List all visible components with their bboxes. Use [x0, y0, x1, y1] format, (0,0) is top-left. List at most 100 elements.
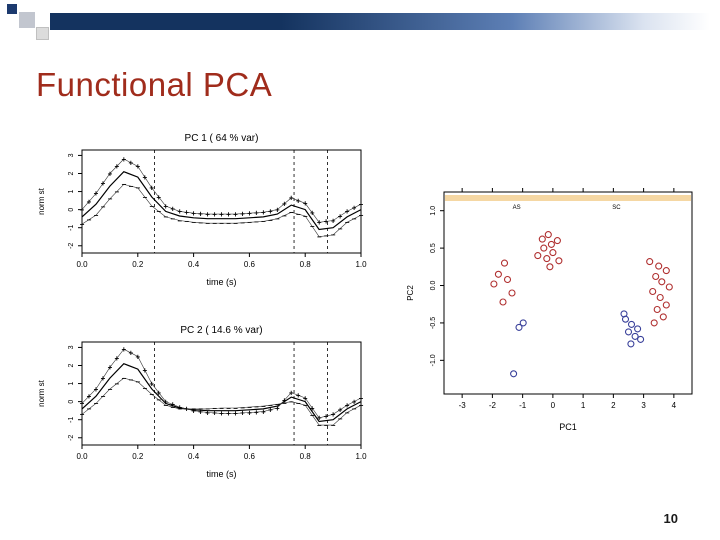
svg-text:−: −	[296, 210, 301, 219]
svg-text:−: −	[303, 212, 308, 221]
svg-text:+: +	[345, 207, 350, 216]
svg-text:+: +	[87, 392, 92, 401]
svg-text:+: +	[247, 209, 252, 218]
svg-text:−: −	[156, 207, 161, 216]
svg-text:−: −	[240, 219, 245, 228]
svg-text:−: −	[212, 404, 217, 413]
svg-text:−: −	[219, 219, 224, 228]
svg-text:−: −	[240, 403, 245, 412]
svg-text:+: +	[101, 179, 106, 188]
svg-text:+: +	[310, 404, 315, 413]
svg-text:+: +	[338, 406, 343, 415]
svg-text:+: +	[170, 205, 175, 214]
svg-text:+: +	[324, 412, 329, 421]
svg-text:+: +	[219, 409, 224, 418]
y-axis-label: norm st	[37, 379, 46, 406]
y-axis: -1.0 -0.5 0.0 0.5 1.0	[430, 206, 444, 366]
svg-text:+: +	[331, 216, 336, 225]
svg-text:0.4: 0.4	[188, 452, 200, 461]
svg-text:0: 0	[68, 400, 75, 404]
svg-text:+: +	[108, 363, 113, 372]
x-axis: -3 -2 -1 0 1 2 3 4	[459, 188, 677, 410]
svg-text:+: +	[289, 388, 294, 397]
svg-text:+: +	[156, 388, 161, 397]
svg-text:-1: -1	[68, 224, 75, 230]
svg-text:+: +	[122, 345, 127, 354]
svg-text:+: +	[338, 212, 343, 221]
svg-text:−: −	[338, 224, 343, 233]
slide-title: Functional PCA	[36, 66, 273, 103]
x-axis: 0.0 0.2 0.4 0.6 0.8 1.0	[76, 253, 367, 269]
svg-text:−: −	[233, 404, 238, 413]
svg-text:+: +	[233, 210, 238, 219]
svg-text:−: −	[289, 208, 294, 217]
svg-text:0.8: 0.8	[300, 260, 312, 269]
svg-text:+: +	[254, 408, 259, 417]
svg-text:+: +	[282, 396, 287, 405]
svg-text:+: +	[212, 210, 217, 219]
svg-text:3: 3	[641, 401, 646, 410]
svg-text:+: +	[317, 414, 322, 423]
svg-text:+: +	[205, 408, 210, 417]
svg-text:+: +	[212, 409, 217, 418]
svg-text:−: −	[212, 219, 217, 228]
svg-text:−: −	[128, 182, 133, 191]
svg-text:3: 3	[68, 345, 75, 349]
svg-text:−: −	[135, 378, 140, 387]
svg-text:+: +	[122, 155, 127, 164]
svg-text:+: +	[101, 374, 106, 383]
svg-text:−: −	[324, 421, 329, 430]
svg-text:+: +	[170, 400, 175, 409]
svg-text:−: −	[254, 218, 259, 227]
band-label: SC	[612, 205, 621, 211]
svg-text:−: −	[115, 187, 120, 196]
plot-frame	[81, 149, 362, 254]
decor-square-dark	[7, 4, 17, 14]
svg-text:+: +	[191, 406, 196, 415]
svg-text:−: −	[289, 397, 294, 406]
svg-text:−: −	[233, 219, 238, 228]
svg-text:−: −	[317, 421, 322, 430]
svg-text:+: +	[268, 406, 273, 415]
y-axis: -2 -1 0 1 2 3	[68, 153, 82, 249]
svg-text:+: +	[296, 196, 301, 205]
svg-text:+: +	[205, 210, 210, 219]
svg-text:0: 0	[551, 401, 556, 410]
svg-text:1: 1	[581, 401, 586, 410]
svg-text:+: +	[163, 202, 168, 211]
y-axis-label: PC2	[406, 285, 415, 301]
svg-text:−: −	[247, 218, 252, 227]
header-bar	[50, 13, 710, 30]
svg-text:−: −	[184, 217, 189, 226]
svg-text:+: +	[268, 207, 273, 216]
svg-text:−: −	[122, 374, 127, 383]
svg-text:+: +	[115, 354, 120, 363]
svg-text:−: −	[331, 421, 336, 430]
scatter-group-blue	[510, 310, 645, 378]
svg-text:−: −	[87, 405, 92, 414]
svg-text:+: +	[324, 217, 329, 226]
svg-text:3: 3	[68, 153, 75, 157]
plot-frame	[443, 191, 693, 395]
svg-text:+: +	[359, 394, 364, 403]
chart-title: PC 2 ( 14.6 % var)	[180, 325, 262, 336]
svg-text:+: +	[303, 394, 308, 403]
svg-text:0.2: 0.2	[132, 452, 144, 461]
svg-text:+: +	[352, 204, 357, 213]
svg-text:-2: -2	[68, 243, 75, 249]
svg-text:+: +	[87, 197, 92, 206]
svg-text:−: −	[275, 214, 280, 223]
svg-text:−: −	[177, 405, 182, 414]
svg-text:−: −	[359, 211, 364, 220]
scatter-group-red	[490, 231, 673, 327]
svg-text:+: +	[191, 209, 196, 218]
svg-text:−: −	[163, 213, 168, 222]
x-axis-label: time (s)	[207, 277, 237, 287]
svg-text:+: +	[296, 391, 301, 400]
svg-text:−: −	[149, 202, 154, 211]
svg-text:−: −	[345, 408, 350, 417]
band-label: AS	[513, 205, 521, 211]
svg-text:−: −	[80, 220, 85, 229]
svg-text:-1: -1	[68, 416, 75, 422]
svg-text:−: −	[177, 216, 182, 225]
